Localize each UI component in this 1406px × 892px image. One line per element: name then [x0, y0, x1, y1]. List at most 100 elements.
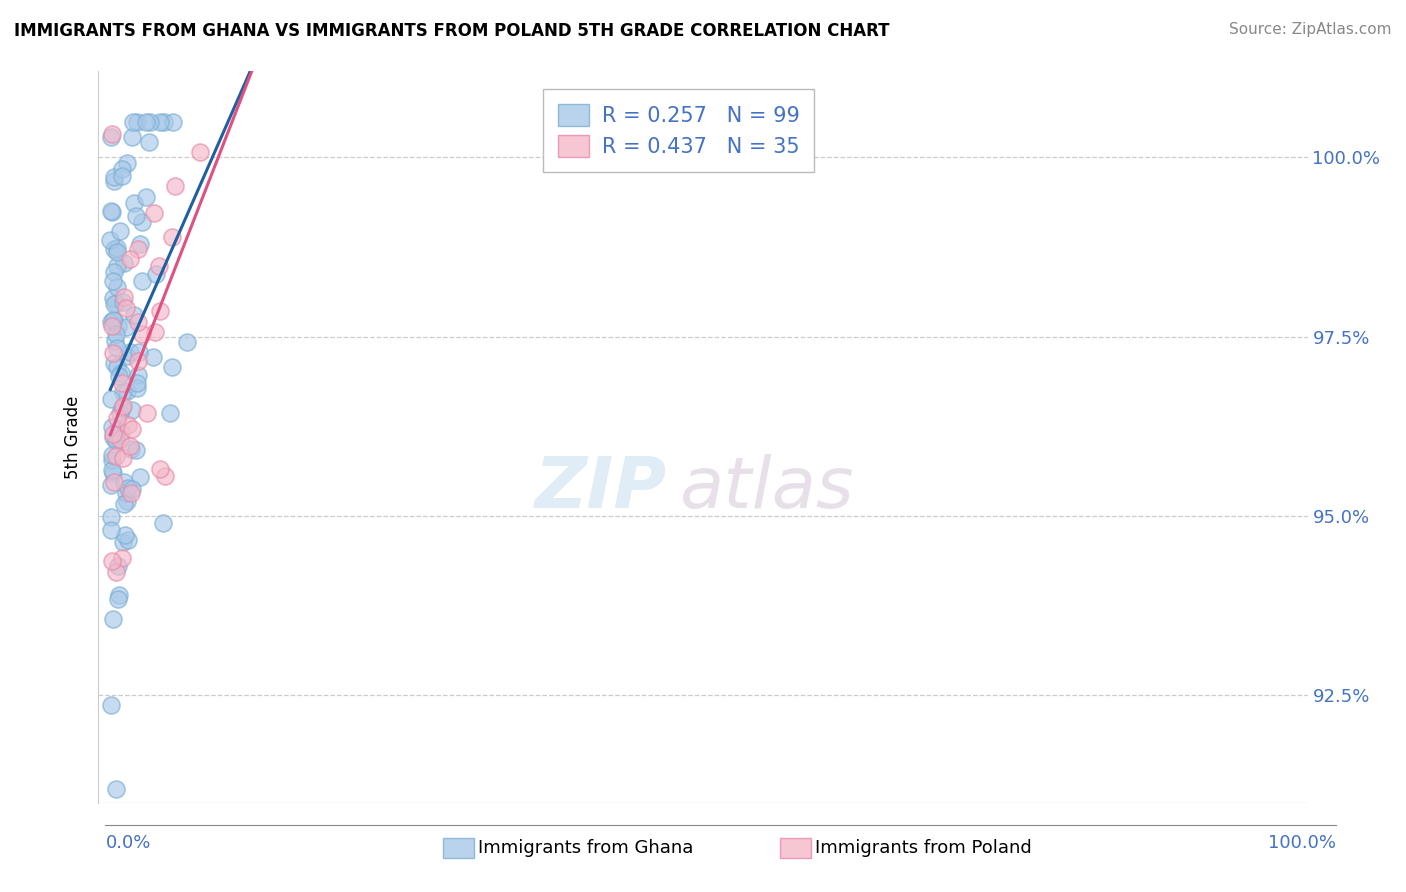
- Point: [111, 451, 134, 466]
- Point: [100, 698, 122, 713]
- Point: [112, 290, 135, 304]
- Point: [108, 432, 131, 446]
- Point: [115, 349, 138, 363]
- Point: [103, 265, 125, 279]
- Point: [138, 136, 160, 150]
- Point: [101, 205, 124, 219]
- Point: [105, 781, 128, 796]
- Point: [129, 237, 152, 252]
- Point: [100, 315, 122, 329]
- Point: [103, 334, 125, 348]
- Point: [121, 402, 143, 417]
- Point: [101, 453, 124, 467]
- Point: [110, 366, 132, 380]
- Point: [111, 169, 134, 183]
- Point: [149, 114, 172, 128]
- Point: [101, 274, 124, 288]
- Point: [101, 319, 124, 334]
- Point: [101, 427, 124, 442]
- Point: [112, 256, 135, 270]
- Point: [104, 326, 127, 341]
- Point: [112, 294, 135, 309]
- Point: [121, 422, 143, 436]
- Point: [125, 443, 148, 458]
- Point: [107, 588, 129, 602]
- Point: [118, 345, 141, 359]
- Point: [100, 233, 122, 247]
- Point: [111, 161, 134, 176]
- Point: [112, 385, 135, 400]
- Point: [103, 297, 125, 311]
- Point: [105, 259, 128, 273]
- Point: [105, 433, 128, 447]
- Point: [101, 346, 124, 360]
- Point: [115, 384, 138, 398]
- Point: [107, 280, 129, 294]
- Y-axis label: 5th Grade: 5th Grade: [65, 395, 83, 479]
- Point: [110, 425, 132, 440]
- Point: [152, 516, 174, 530]
- Text: IMMIGRANTS FROM GHANA VS IMMIGRANTS FROM POLAND 5TH GRADE CORRELATION CHART: IMMIGRANTS FROM GHANA VS IMMIGRANTS FROM…: [14, 22, 890, 40]
- Point: [111, 401, 134, 416]
- Point: [103, 174, 125, 188]
- Point: [135, 189, 157, 203]
- Point: [112, 534, 135, 549]
- Point: [103, 242, 125, 256]
- Point: [128, 470, 150, 484]
- Point: [117, 481, 139, 495]
- Point: [105, 242, 128, 256]
- Point: [105, 423, 128, 437]
- Point: [111, 550, 134, 565]
- Point: [115, 301, 138, 315]
- Point: [125, 115, 148, 129]
- Text: atlas: atlas: [679, 454, 853, 523]
- Point: [139, 114, 162, 128]
- Point: [103, 169, 125, 184]
- Text: Immigrants from Ghana: Immigrants from Ghana: [478, 839, 693, 857]
- Point: [162, 114, 184, 128]
- Point: [125, 376, 148, 391]
- Point: [115, 319, 138, 334]
- Point: [115, 494, 138, 508]
- Point: [127, 354, 149, 368]
- Point: [142, 206, 165, 220]
- Point: [142, 350, 165, 364]
- Point: [100, 509, 122, 524]
- Point: [120, 252, 142, 266]
- Point: [145, 268, 167, 282]
- Point: [111, 376, 134, 391]
- Point: [104, 434, 127, 448]
- Point: [122, 196, 145, 211]
- Point: [148, 259, 170, 273]
- Point: [115, 486, 138, 500]
- Point: [100, 392, 122, 406]
- Point: [103, 356, 125, 370]
- Point: [128, 344, 150, 359]
- Point: [127, 242, 149, 256]
- Point: [101, 313, 124, 327]
- Point: [122, 308, 145, 322]
- Text: ZIP: ZIP: [534, 454, 666, 523]
- Point: [112, 497, 135, 511]
- Point: [103, 475, 125, 489]
- Point: [188, 145, 211, 159]
- Point: [114, 528, 136, 542]
- Point: [100, 523, 122, 537]
- Point: [122, 114, 145, 128]
- Point: [131, 274, 153, 288]
- Point: [101, 127, 124, 141]
- Point: [162, 359, 184, 374]
- Point: [110, 406, 132, 420]
- Point: [135, 406, 157, 420]
- Point: [100, 129, 122, 144]
- Point: [108, 224, 131, 238]
- Point: [101, 291, 124, 305]
- Point: [131, 215, 153, 229]
- Legend: R = 0.257   N = 99, R = 0.437   N = 35: R = 0.257 N = 99, R = 0.437 N = 35: [544, 89, 814, 172]
- Point: [118, 439, 141, 453]
- Point: [121, 483, 143, 497]
- Point: [127, 315, 149, 329]
- Point: [105, 360, 128, 375]
- Point: [176, 335, 198, 350]
- Point: [160, 229, 183, 244]
